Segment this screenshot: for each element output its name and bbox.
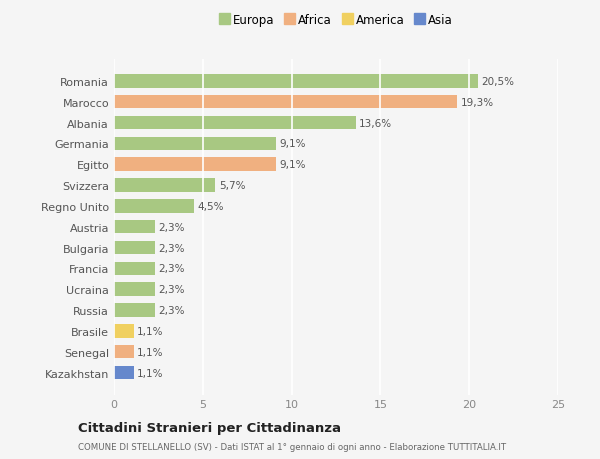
Text: 9,1%: 9,1%: [279, 160, 305, 170]
Bar: [114, 95, 457, 109]
Text: 2,3%: 2,3%: [158, 222, 185, 232]
Bar: [114, 283, 155, 297]
Bar: [114, 137, 275, 151]
Bar: [114, 303, 155, 317]
Bar: [114, 262, 155, 275]
Bar: [114, 200, 194, 213]
Text: 20,5%: 20,5%: [482, 77, 515, 87]
Text: 2,3%: 2,3%: [158, 305, 185, 315]
Text: 1,1%: 1,1%: [137, 326, 164, 336]
Text: 5,7%: 5,7%: [219, 181, 245, 190]
Bar: [114, 117, 356, 130]
Bar: [114, 345, 134, 359]
Bar: [114, 366, 134, 380]
Text: COMUNE DI STELLANELLO (SV) - Dati ISTAT al 1° gennaio di ogni anno - Elaborazion: COMUNE DI STELLANELLO (SV) - Dati ISTAT …: [78, 442, 506, 451]
Text: Cittadini Stranieri per Cittadinanza: Cittadini Stranieri per Cittadinanza: [78, 421, 341, 434]
Bar: [114, 241, 155, 255]
Text: 9,1%: 9,1%: [279, 139, 305, 149]
Bar: [114, 75, 478, 89]
Text: 19,3%: 19,3%: [460, 97, 493, 107]
Text: 2,3%: 2,3%: [158, 264, 185, 274]
Bar: [114, 179, 215, 192]
Text: 2,3%: 2,3%: [158, 243, 185, 253]
Text: 2,3%: 2,3%: [158, 285, 185, 295]
Bar: [114, 325, 134, 338]
Text: 4,5%: 4,5%: [197, 202, 224, 212]
Legend: Europa, Africa, America, Asia: Europa, Africa, America, Asia: [217, 12, 455, 30]
Bar: [114, 220, 155, 234]
Text: 1,1%: 1,1%: [137, 347, 164, 357]
Text: 13,6%: 13,6%: [359, 118, 392, 128]
Bar: [114, 158, 275, 172]
Text: 1,1%: 1,1%: [137, 368, 164, 378]
